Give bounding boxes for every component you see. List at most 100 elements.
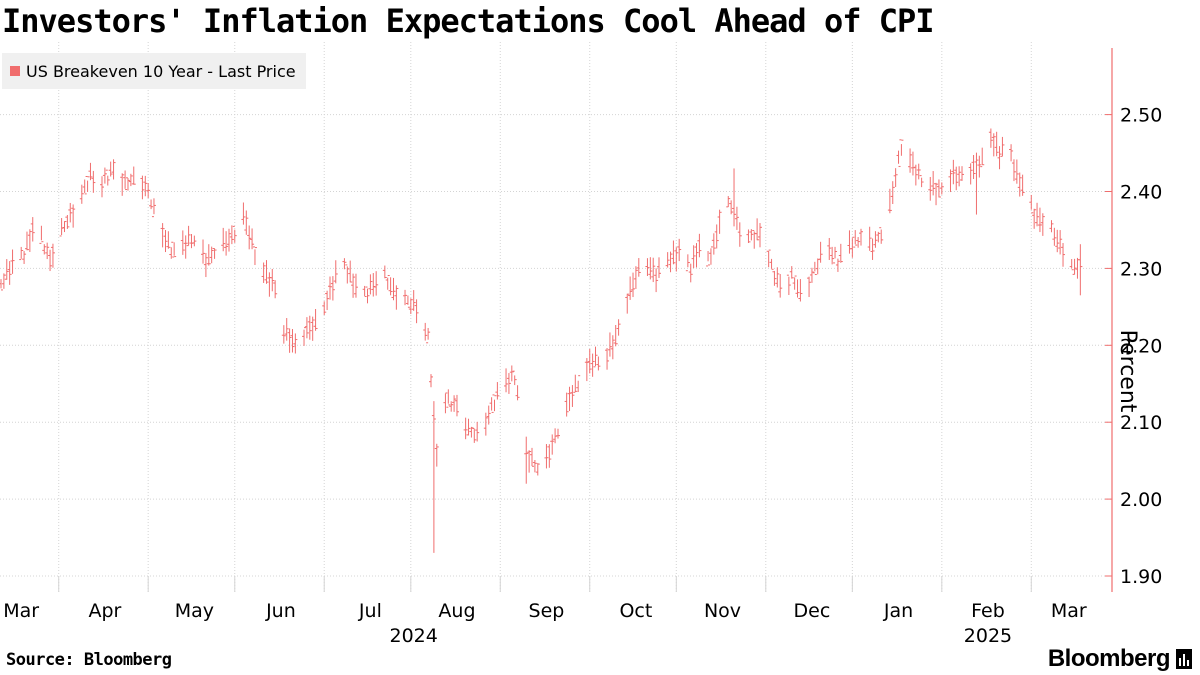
price-bar xyxy=(327,276,332,300)
price-bar xyxy=(1052,227,1057,246)
gridlines xyxy=(0,42,1112,592)
price-bar xyxy=(512,370,517,386)
price-bar xyxy=(429,374,434,388)
price-bar xyxy=(160,223,165,248)
price-bar xyxy=(772,270,777,286)
price-bar xyxy=(960,166,965,181)
price-bar xyxy=(616,319,621,336)
y-tick-label: 2.10 xyxy=(1120,412,1162,434)
price-bar xyxy=(1,273,6,289)
price-bar xyxy=(463,417,468,440)
price-bar xyxy=(45,242,50,260)
price-bar xyxy=(951,159,956,185)
price-bar xyxy=(353,273,358,298)
price-bar xyxy=(252,246,257,266)
price-bar xyxy=(232,225,237,243)
price-bar xyxy=(293,333,298,354)
price-bar xyxy=(590,353,595,377)
price-bar xyxy=(916,163,921,180)
price-bar xyxy=(169,241,174,259)
price-bar xyxy=(403,289,408,306)
price-bar xyxy=(674,247,679,272)
price-bar xyxy=(1055,229,1060,253)
price-bar xyxy=(587,348,592,374)
price-bar xyxy=(414,299,419,324)
price-bar xyxy=(726,196,731,208)
x-tick-label: Sep xyxy=(529,600,565,622)
price-bar xyxy=(241,202,246,225)
price-bar xyxy=(732,168,737,227)
price-bar xyxy=(994,131,999,157)
price-bar xyxy=(928,176,933,201)
price-bar xyxy=(128,173,133,187)
price-bar xyxy=(368,274,373,295)
price-bar xyxy=(1069,259,1074,271)
price-bar xyxy=(766,249,771,268)
price-bar xyxy=(123,170,128,191)
price-bar xyxy=(85,175,90,192)
price-bar xyxy=(192,235,197,247)
price-bar xyxy=(304,317,309,339)
price-bar xyxy=(322,301,327,316)
price-bar xyxy=(544,444,549,469)
price-bar xyxy=(183,235,188,259)
chart-title: Investors' Inflation Expectations Cool A… xyxy=(2,2,935,40)
price-bar xyxy=(267,272,272,297)
price-bar xyxy=(651,257,656,283)
price-bar xyxy=(203,252,208,278)
price-bar xyxy=(374,271,379,296)
price-bar xyxy=(10,249,15,274)
price-bar xyxy=(954,166,959,191)
price-bar xyxy=(431,401,436,553)
price-bar xyxy=(812,261,817,276)
price-bar xyxy=(504,368,509,393)
price-bar xyxy=(59,218,64,237)
price-bar xyxy=(351,273,356,298)
price-bar xyxy=(125,177,130,191)
price-bar xyxy=(755,218,760,241)
price-bar xyxy=(991,133,996,157)
price-bar xyxy=(775,267,780,288)
price-bar xyxy=(264,260,269,284)
price-bar xyxy=(798,279,803,302)
price-bar xyxy=(426,327,431,344)
price-bar xyxy=(948,169,953,193)
price-bar xyxy=(509,365,514,382)
y-tick-label: 2.30 xyxy=(1120,258,1162,280)
price-bar xyxy=(550,434,555,455)
price-bar xyxy=(697,233,702,258)
price-bar xyxy=(466,418,471,436)
price-bar xyxy=(859,228,864,246)
price-bar xyxy=(446,389,451,408)
price-bar xyxy=(792,275,797,290)
price-bar xyxy=(102,167,107,184)
price-bar xyxy=(105,169,110,186)
price-bar xyxy=(835,258,840,272)
price-bar xyxy=(596,356,601,371)
price-bar xyxy=(830,246,835,265)
price-bar xyxy=(391,277,396,301)
price-bar xyxy=(206,244,211,266)
price-bar xyxy=(180,230,185,255)
price-bar xyxy=(345,264,350,284)
price-bar xyxy=(365,286,370,304)
price-bar xyxy=(1009,144,1014,162)
price-bar xyxy=(628,276,633,300)
price-bar xyxy=(988,128,993,148)
price-bar xyxy=(483,412,488,436)
price-bar xyxy=(244,210,249,235)
price-bar xyxy=(1049,220,1054,233)
price-bar xyxy=(876,231,881,243)
price-bar xyxy=(201,239,206,264)
price-bar xyxy=(287,328,292,353)
price-bar xyxy=(7,261,12,285)
price-bar xyxy=(149,199,154,210)
x-tick-label: Mar xyxy=(3,600,39,622)
x-tick-label: Aug xyxy=(438,600,475,622)
brand-name: Bloomberg xyxy=(1047,645,1171,672)
price-bar xyxy=(489,397,494,413)
price-bar xyxy=(284,318,289,341)
price-bar xyxy=(333,260,338,284)
price-bar xyxy=(362,285,367,297)
price-bar xyxy=(908,148,913,173)
